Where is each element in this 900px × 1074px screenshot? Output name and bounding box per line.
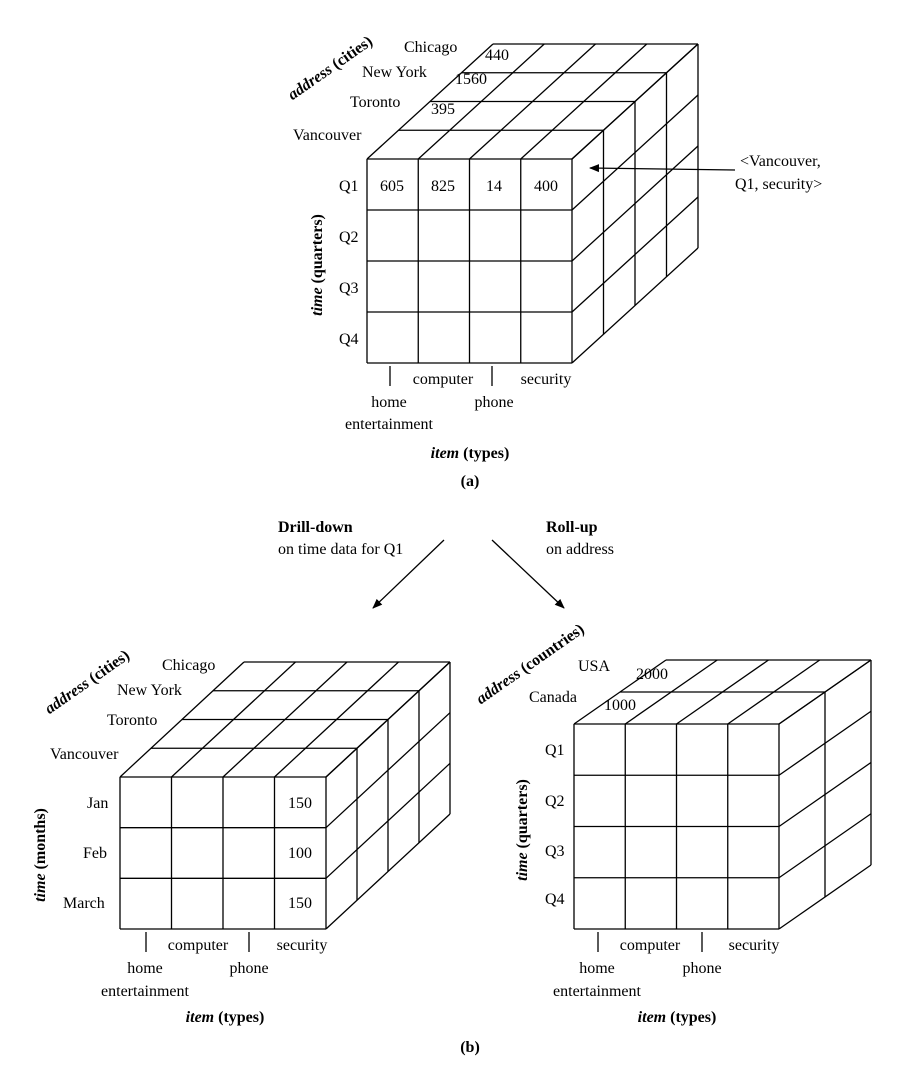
item-label-security: security xyxy=(277,937,328,954)
drill-down-title: Drill-down xyxy=(278,519,353,536)
caption-a: (a) xyxy=(461,473,480,490)
time-axis-title: time (months) xyxy=(32,808,49,902)
quarter-label-q3: Q3 xyxy=(339,280,359,297)
city-label-chicago: Chicago xyxy=(404,39,457,56)
item-label-security: security xyxy=(521,371,572,388)
city-label-new-york: New York xyxy=(117,682,182,699)
item-label-computer: computer xyxy=(168,937,229,954)
drill-down-arrow xyxy=(372,539,445,609)
city-label-toronto: Toronto xyxy=(107,712,157,729)
country-label-canada: Canada xyxy=(529,689,577,706)
quarter-label-q4: Q4 xyxy=(339,331,359,348)
quarter-label-q4: Q4 xyxy=(545,891,565,908)
item-axis-title: item (types) xyxy=(186,1009,265,1026)
item-label-phone: phone xyxy=(682,960,721,977)
value-canada: 1000 xyxy=(604,697,636,714)
item-label-home: home xyxy=(127,960,163,977)
callout-line-1: <Vancouver, xyxy=(740,153,821,170)
item-label-phone: phone xyxy=(474,394,513,411)
month-label-march: March xyxy=(63,895,105,912)
callout-arrow xyxy=(589,164,736,173)
value-usa: 2000 xyxy=(636,666,668,683)
drill-down-subtitle: on time data for Q1 xyxy=(278,541,403,558)
value-new-york: 1560 xyxy=(455,71,487,88)
value-feb-security: 100 xyxy=(288,845,312,862)
quarter-label-q2: Q2 xyxy=(339,229,359,246)
value-q1-security: 400 xyxy=(534,178,558,195)
item-label-home: home xyxy=(579,960,615,977)
country-label-usa: USA xyxy=(578,658,610,675)
operations: Drill-down on time data for Q1 Roll-up o… xyxy=(278,519,614,609)
city-label-new-york: New York xyxy=(362,64,427,81)
time-axis-title: time (quarters) xyxy=(514,779,531,881)
item-label-computer: computer xyxy=(620,937,681,954)
quarter-label-q1: Q1 xyxy=(545,742,565,759)
month-label-jan: Jan xyxy=(87,795,108,812)
item-label-entertainment: entertainment xyxy=(345,416,434,433)
value-toronto: 395 xyxy=(431,101,455,118)
item-axis-title: item (types) xyxy=(431,445,510,462)
caption-b: (b) xyxy=(460,1039,480,1056)
roll-up-subtitle: on address xyxy=(546,541,614,558)
value-chicago: 440 xyxy=(485,47,509,64)
value-jan-security: 150 xyxy=(288,795,312,812)
month-label-feb: Feb xyxy=(83,845,107,862)
city-label-chicago: Chicago xyxy=(162,657,215,674)
quarter-label-q3: Q3 xyxy=(545,843,565,860)
callout-line-2: Q1, security> xyxy=(735,176,822,193)
cube-roll-up: USA Canada 2000 1000 Q1 Q2 Q3 Q4 compute… xyxy=(473,621,872,1026)
quarter-label-q1: Q1 xyxy=(339,178,359,195)
item-label-phone: phone xyxy=(229,960,268,977)
value-march-security: 150 xyxy=(288,895,312,912)
cube-drill-grid xyxy=(119,661,451,930)
item-axis-title: item (types) xyxy=(638,1009,717,1026)
cube-a: Chicago New York Toronto Vancouver 440 1… xyxy=(285,33,822,490)
value-q1-computer: 825 xyxy=(431,178,455,195)
item-label-entertainment: entertainment xyxy=(101,983,190,1000)
city-label-vancouver: Vancouver xyxy=(50,746,119,763)
cube-roll-grid xyxy=(573,659,872,930)
value-q1-phone: 14 xyxy=(486,178,502,195)
quarter-label-q2: Q2 xyxy=(545,793,565,810)
roll-up-arrow xyxy=(491,539,565,609)
city-label-vancouver: Vancouver xyxy=(293,127,362,144)
cube-a-grid xyxy=(366,43,699,364)
item-label-home: home xyxy=(371,394,407,411)
city-label-toronto: Toronto xyxy=(350,94,400,111)
value-q1-home-entertainment: 605 xyxy=(380,178,404,195)
cube-drill-down: Chicago New York Toronto Vancouver Jan F… xyxy=(32,647,451,1026)
time-axis-title: time (quarters) xyxy=(309,214,326,316)
item-label-security: security xyxy=(729,937,780,954)
item-label-computer: computer xyxy=(413,371,474,388)
roll-up-title: Roll-up xyxy=(546,519,598,536)
item-label-entertainment: entertainment xyxy=(553,983,642,1000)
